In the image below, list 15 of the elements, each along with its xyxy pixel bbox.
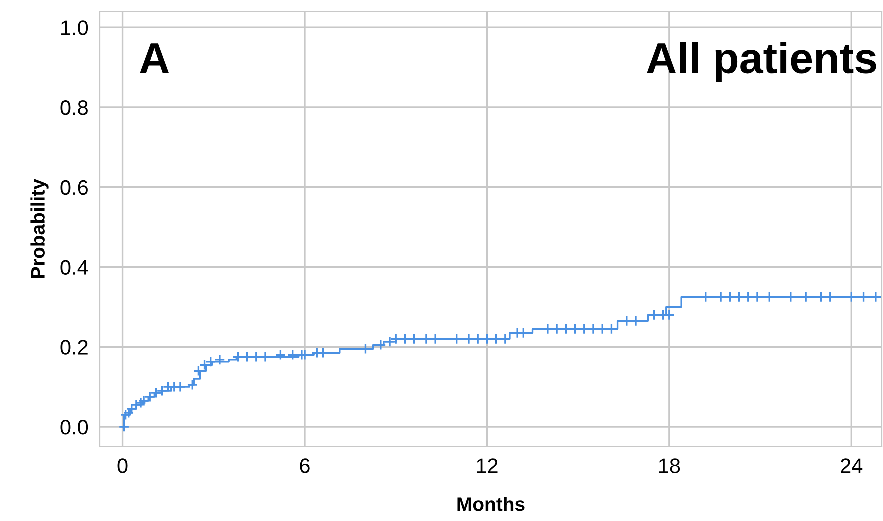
y-tick-label: 0.2 — [60, 340, 88, 355]
x-tick-label: 18 — [659, 458, 680, 474]
y-axis-title: Probability — [30, 179, 49, 278]
y-tick-label: 0.8 — [60, 100, 88, 116]
x-tick-label: 24 — [841, 458, 863, 474]
x-tick-label: 0 — [118, 458, 128, 474]
annotation: All patients — [647, 42, 876, 82]
y-tick-label: 1.0 — [62, 20, 88, 36]
y-tick-label: 0.6 — [60, 180, 88, 196]
y-tick-label: 0.0 — [60, 420, 88, 435]
x-tick-label: 6 — [300, 458, 310, 474]
x-tick-label: 12 — [477, 458, 498, 474]
annotation: A — [140, 44, 170, 74]
x-axis-title: Months — [458, 496, 525, 512]
y-tick-label: 0.4 — [60, 260, 88, 276]
